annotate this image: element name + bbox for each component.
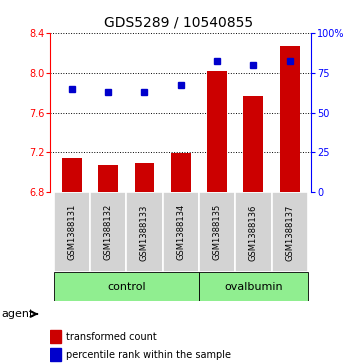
- Bar: [199, 272, 308, 301]
- Bar: [54, 192, 90, 272]
- Text: GSM1388137: GSM1388137: [285, 204, 294, 261]
- Bar: [199, 192, 235, 272]
- Bar: [50, 348, 61, 361]
- Text: GSM1388132: GSM1388132: [104, 204, 113, 260]
- Bar: [171, 154, 191, 192]
- Text: control: control: [107, 282, 146, 292]
- Text: GSM1388135: GSM1388135: [213, 204, 222, 260]
- Bar: [90, 192, 126, 272]
- Text: GSM1388136: GSM1388136: [249, 204, 258, 261]
- Bar: [280, 46, 300, 192]
- Bar: [271, 192, 308, 272]
- Text: transformed count: transformed count: [66, 332, 156, 342]
- Bar: [243, 95, 263, 192]
- Bar: [62, 158, 82, 192]
- Bar: [126, 192, 163, 272]
- Bar: [98, 166, 118, 192]
- Bar: [54, 272, 199, 301]
- Text: GSM1388134: GSM1388134: [176, 204, 185, 260]
- Text: ovalbumin: ovalbumin: [224, 282, 283, 292]
- Text: agent: agent: [2, 309, 34, 319]
- Text: GSM1388133: GSM1388133: [140, 204, 149, 261]
- Text: GDS5289 / 10540855: GDS5289 / 10540855: [105, 15, 253, 29]
- Bar: [135, 163, 154, 192]
- Bar: [207, 71, 227, 192]
- Text: GSM1388131: GSM1388131: [67, 204, 76, 260]
- Bar: [163, 192, 199, 272]
- Text: percentile rank within the sample: percentile rank within the sample: [66, 350, 231, 360]
- Bar: [50, 330, 61, 343]
- Bar: [235, 192, 271, 272]
